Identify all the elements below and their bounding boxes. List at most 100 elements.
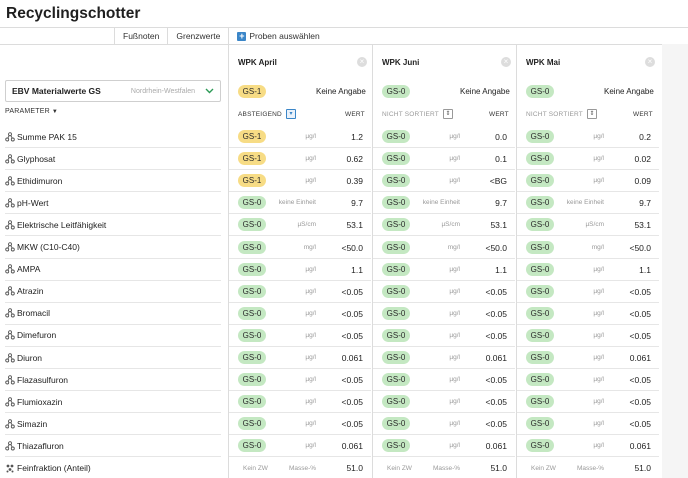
molecule-icon <box>5 175 15 186</box>
value-cell: GS-0 µg/l <0.05 <box>517 325 659 347</box>
unit-label: mg/l <box>591 243 604 251</box>
unit-label: µg/l <box>305 309 316 317</box>
value-cell: GS-0 mg/l <50.0 <box>229 237 371 259</box>
class-badge: GS-0 <box>238 218 266 232</box>
limit-value-label: Kein ZW <box>531 465 556 472</box>
sample-name: WPK Juni <box>382 58 420 67</box>
value-cell: GS-0 µg/l <0.05 <box>517 303 659 325</box>
value: <0.05 <box>341 397 363 408</box>
value-cell: GS-0 µg/l 0.061 <box>517 347 659 369</box>
select-samples-label: Proben auswählen <box>249 31 320 41</box>
value-cell: GS-0 µg/l <0.05 <box>229 413 371 436</box>
unit-label: µg/l <box>305 420 316 428</box>
class-badge: GS-0 <box>382 130 410 143</box>
scrollbar[interactable] <box>662 44 688 478</box>
class-note: Keine Angabe <box>604 87 654 96</box>
value: <0.05 <box>485 419 507 430</box>
class-badge: GS-0 <box>526 439 554 453</box>
class-badge: GS-1 <box>238 130 266 143</box>
select-samples-button[interactable]: + Proben auswählen <box>228 28 327 44</box>
sort-toggle-button[interactable]: ▾ <box>286 109 296 119</box>
value-cell: GS-0 µg/l <0.05 <box>517 369 659 392</box>
value: 51.0 <box>634 463 651 473</box>
molecule-icon <box>5 286 15 296</box>
value-cell: GS-0 keine Einheit 9.7 <box>373 192 515 215</box>
value-cell: GS-0 µg/l 1.1 <box>517 259 659 281</box>
value: 1.1 <box>351 264 363 275</box>
value: 0.1 <box>495 154 507 165</box>
limit-value-label: Kein ZW <box>387 465 412 472</box>
parameter-row: Feinfraktion (Anteil) <box>5 458 221 478</box>
parameter-header[interactable]: PARAMETER ▼ <box>5 108 58 115</box>
value: 9.7 <box>351 198 363 209</box>
value: <50.0 <box>629 242 651 253</box>
parameter-label: Diuron <box>17 352 43 363</box>
limits-button[interactable]: Grenzwerte <box>167 28 228 44</box>
ebv-dropdown[interactable]: EBV Materialwerte GS Nordrhein-Westfalen <box>5 80 221 102</box>
class-badge: GS-0 <box>526 373 554 387</box>
class-badge: GS-0 <box>526 240 554 254</box>
unit-label: µg/l <box>593 309 604 317</box>
value-cell: GS-0 µg/l 0.1 <box>373 148 515 171</box>
molecule-icon <box>5 330 15 340</box>
class-badge: GS-0 <box>382 417 410 431</box>
value-cell: GS-0 µS/cm 53.1 <box>229 214 371 237</box>
parameter-row: pH-Wert <box>5 192 221 215</box>
footnotes-button[interactable]: Fußnoten <box>114 28 167 44</box>
value-cell: GS-1 µg/l 1.2 <box>229 126 371 148</box>
unit-label: Masse-% <box>577 465 605 472</box>
parameter-label: AMPA <box>17 264 41 275</box>
class-badge: GS-0 <box>238 196 266 210</box>
unit-label: mg/l <box>447 243 460 251</box>
limit-value-label: Kein ZW <box>243 465 268 472</box>
sort-label: ABSTEIGEND <box>238 111 282 118</box>
class-badge: GS-0 <box>382 174 410 188</box>
unit-label: keine Einheit <box>278 199 316 207</box>
unit-label: µg/l <box>305 442 316 450</box>
value: <0.05 <box>485 330 507 341</box>
unit-label: µg/l <box>449 398 460 406</box>
unit-label: µg/l <box>449 354 460 361</box>
unit-label: mg/l <box>303 243 316 251</box>
value-cell: GS-1 µg/l 0.62 <box>229 148 371 171</box>
molecule-icon <box>5 131 15 142</box>
value-cell: GS-1 µg/l 0.39 <box>229 170 371 193</box>
sort-toggle-button[interactable]: ⇕ <box>443 109 453 119</box>
class-badge: GS-0 <box>382 85 410 98</box>
sort-toggle-button[interactable]: ⇕ <box>587 109 597 119</box>
value-cell: GS-0 µg/l 0.09 <box>517 170 659 193</box>
value-cell: GS-0 µg/l <0.05 <box>517 391 659 414</box>
sample-name: WPK April <box>238 58 277 67</box>
close-icon[interactable]: × <box>501 57 511 67</box>
class-badge: GS-0 <box>526 328 554 342</box>
value: 53.1 <box>346 220 363 231</box>
value-header: WERT <box>633 111 653 118</box>
value-cell: GS-0 µg/l 0.061 <box>373 435 515 458</box>
parameter-row: Bromacil <box>5 303 221 325</box>
parameter-row: Thiazafluron <box>5 435 221 458</box>
parameter-row: Simazin <box>5 413 221 436</box>
class-badge: GS-0 <box>238 306 266 320</box>
unit-label: µg/l <box>593 287 604 295</box>
class-badge: GS-0 <box>526 196 554 210</box>
unit-label: µg/l <box>305 354 316 361</box>
value-cell: GS-0 µS/cm 53.1 <box>373 214 515 237</box>
close-icon[interactable]: × <box>357 57 367 67</box>
class-note: Keine Angabe <box>460 87 510 96</box>
unit-label: µg/l <box>593 354 604 361</box>
value-cell: GS-0 µg/l <0.05 <box>373 391 515 414</box>
molecule-icon <box>5 153 15 164</box>
class-badge: GS-0 <box>526 152 554 166</box>
parameter-label: Ethidimuron <box>17 175 63 186</box>
class-badge: GS-1 <box>238 174 266 188</box>
molecule-icon <box>5 308 15 318</box>
value: <0.05 <box>485 375 507 386</box>
unit-label: µg/l <box>449 265 460 273</box>
class-badge: GS-0 <box>238 373 266 387</box>
close-icon[interactable]: × <box>645 57 655 67</box>
value: 53.1 <box>634 220 651 231</box>
value: <0.05 <box>341 286 363 297</box>
value: 0.0 <box>495 132 507 142</box>
value-cell: GS-0 µg/l <BG <box>373 170 515 193</box>
class-badge: GS-0 <box>238 439 266 453</box>
